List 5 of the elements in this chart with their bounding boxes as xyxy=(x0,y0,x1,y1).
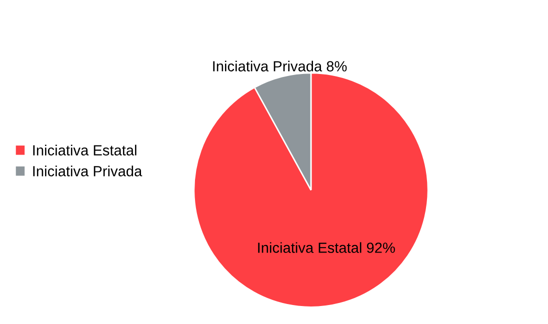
pie-slice xyxy=(193,72,429,308)
data-label: Iniciativa Estatal 92% xyxy=(258,242,395,253)
legend-label: Iniciativa Estatal xyxy=(33,144,136,156)
legend-label: Iniciativa Privada xyxy=(33,166,142,176)
data-label: Iniciativa Privada 8% xyxy=(213,60,347,72)
